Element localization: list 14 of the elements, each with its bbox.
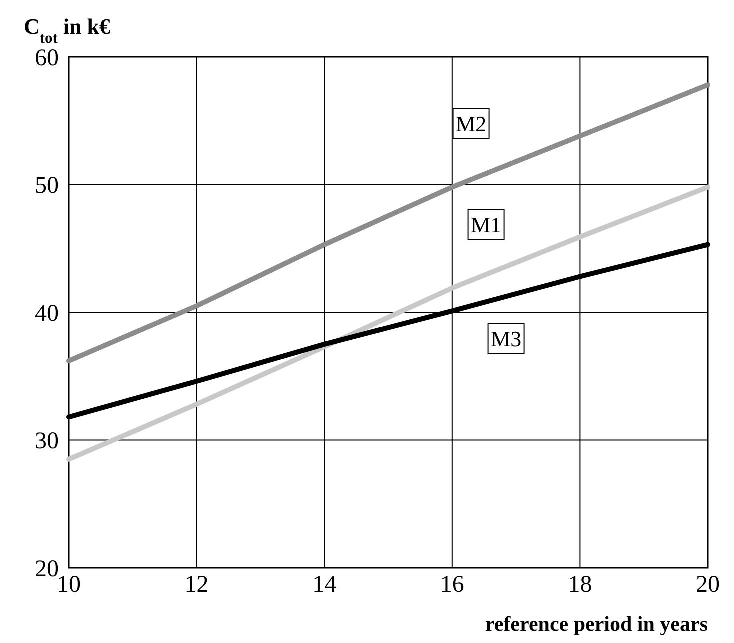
y-axis-title: C$_{tot}$ in k€ [24, 14, 110, 46]
y-tick-label: 40 [35, 300, 59, 327]
x-tick-label: 12 [184, 572, 209, 598]
y-tick-label: 50 [35, 173, 59, 200]
series-label: M2 [456, 111, 487, 136]
x-tick-label: 16 [440, 572, 464, 598]
y-tick-label: 30 [35, 428, 59, 455]
series-label: M3 [491, 326, 522, 352]
series-label: M1 [471, 212, 502, 238]
x-tick-label: 14 [312, 572, 337, 598]
x-tick-label: 18 [568, 572, 592, 598]
x-tick-label: 10 [57, 572, 81, 598]
y-tick-label: 60 [35, 45, 59, 72]
x-tick-label: 20 [696, 572, 720, 598]
